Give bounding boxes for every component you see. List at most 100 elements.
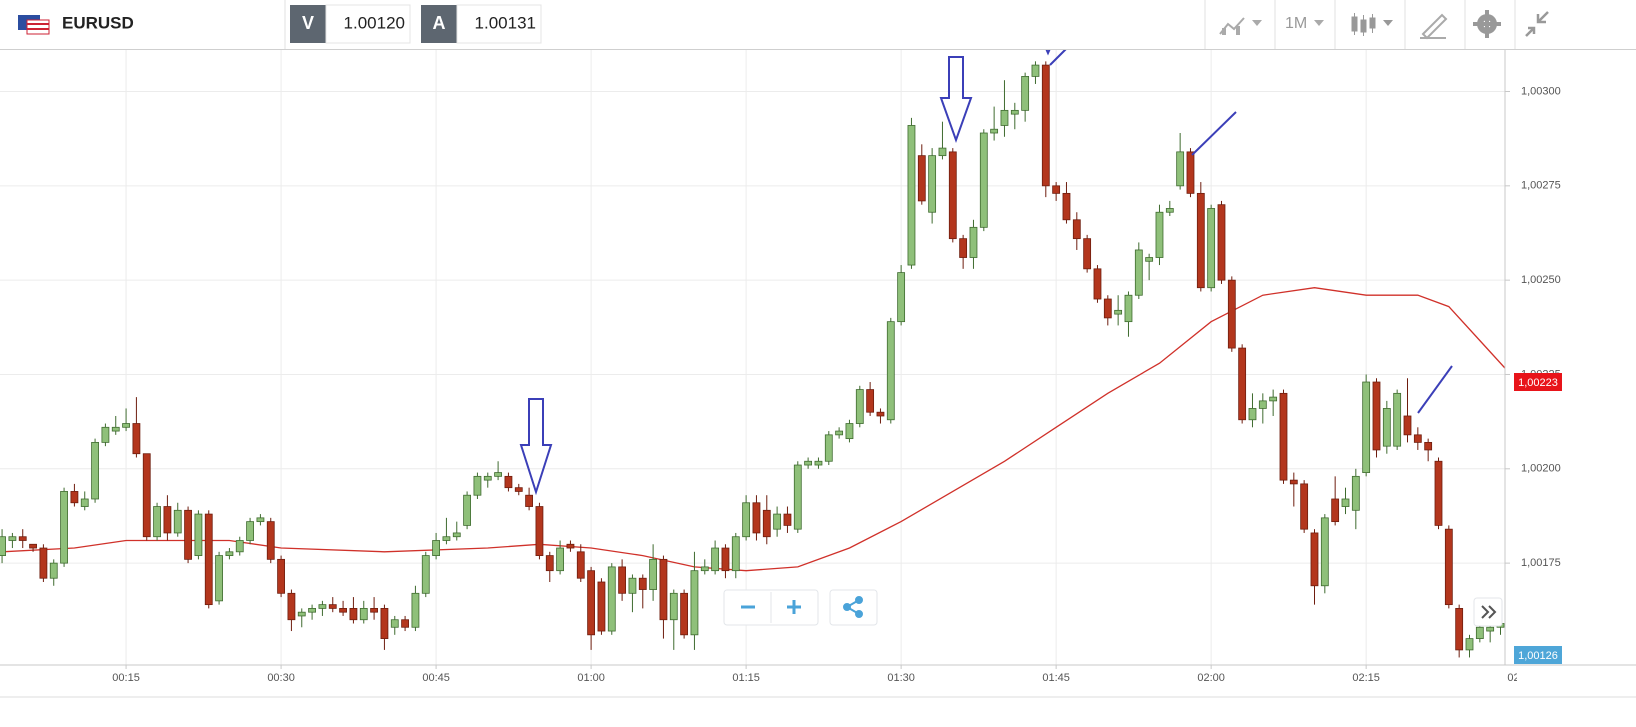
collapse-button[interactable]	[1525, 11, 1549, 37]
moving-average	[2, 287, 1505, 572]
candle-body	[452, 532, 461, 538]
trend-mark	[1191, 111, 1237, 156]
plot-area	[0, 61, 1505, 658]
candle-body	[990, 128, 999, 134]
price-tag-label: 1,00126	[1518, 650, 1558, 662]
x-tick-label: 01:00	[577, 672, 605, 684]
candle-body	[432, 540, 440, 556]
zoom-in[interactable]	[787, 600, 801, 614]
candle-body	[1238, 347, 1247, 421]
trend-mark	[1417, 365, 1453, 414]
y-tick-label: 1,00275	[1521, 180, 1561, 192]
candle-body	[1186, 151, 1195, 194]
candle-body	[773, 513, 782, 530]
candle-body	[1165, 208, 1174, 213]
share-icon	[843, 596, 863, 618]
candle-body	[690, 570, 699, 636]
candle-body	[1248, 408, 1257, 421]
candle-body	[1372, 381, 1381, 451]
candle-body	[380, 608, 389, 639]
candle-body	[959, 238, 968, 258]
candle-body	[132, 423, 141, 455]
ask-label: A	[433, 13, 446, 33]
candle-body	[1176, 151, 1185, 187]
timeframe[interactable]: 1M	[1285, 15, 1307, 32]
candle-body	[421, 555, 430, 594]
candle-body	[18, 536, 27, 541]
candle-body	[1145, 257, 1154, 262]
candle-body	[866, 389, 875, 413]
candle-body	[638, 577, 647, 590]
bid-box[interactable]	[325, 4, 411, 44]
bid-badge[interactable]	[290, 5, 326, 43]
dropdown-caret	[1314, 20, 1324, 26]
zoom-controls	[723, 589, 1503, 627]
candle-body	[246, 521, 254, 541]
candle-body	[721, 547, 730, 572]
candle-body	[318, 604, 327, 609]
candle-body	[597, 581, 606, 632]
candle-body	[814, 460, 823, 466]
candle-body	[535, 506, 544, 556]
ask-badge[interactable]	[421, 5, 457, 43]
candle-body	[163, 506, 172, 534]
candle-body	[1310, 532, 1319, 587]
candle-body	[494, 472, 502, 477]
x-tick-label: 01:30	[887, 672, 915, 684]
candle-body	[659, 558, 668, 621]
candle-body	[1196, 192, 1205, 289]
candle-body	[1062, 192, 1071, 221]
candle-body	[173, 509, 182, 534]
candle-body	[855, 389, 864, 424]
candle-style-button[interactable]	[1351, 13, 1393, 36]
candle-body	[8, 536, 17, 541]
candle-body	[1434, 460, 1443, 526]
price-tag	[1514, 373, 1562, 391]
candle-body	[1331, 498, 1340, 523]
toolbar: EURUSD V 1.00120 A 1.00131 1M	[0, 0, 1636, 50]
down-arrow	[939, 56, 973, 143]
candle-body	[897, 272, 906, 323]
candle-body	[1475, 626, 1484, 639]
candle-body	[1207, 208, 1216, 289]
candle-body	[1041, 64, 1050, 187]
candle-body	[235, 540, 244, 553]
ask-box[interactable]	[456, 4, 542, 44]
price-tags: 1,00223 1,00126	[1514, 373, 1562, 664]
draw-tool-button[interactable]	[1420, 13, 1448, 40]
candle-body	[504, 475, 513, 489]
candle-body	[1486, 626, 1495, 632]
candle-body	[91, 441, 99, 500]
candle-body	[142, 453, 151, 538]
bid-price: 1.00120	[344, 13, 405, 32]
symbol[interactable]: EURUSD	[62, 13, 134, 32]
candle-body	[308, 608, 316, 613]
price-tag-label: 1,00223	[1518, 377, 1558, 389]
share-button[interactable]	[829, 589, 878, 626]
candle-body	[1269, 396, 1278, 402]
candle-body	[370, 608, 378, 613]
candle-body	[1300, 483, 1309, 530]
x-tick-label: 02:00	[1197, 672, 1225, 684]
candle-body	[969, 226, 978, 258]
y-tick-label: 1,00200	[1521, 463, 1561, 475]
candle-body	[1279, 392, 1288, 481]
candle-body	[742, 502, 751, 538]
candle-body	[390, 619, 399, 628]
candle-body	[669, 592, 678, 621]
candle-body	[804, 460, 813, 466]
candle-body	[752, 502, 761, 534]
chart-type-button[interactable]	[1219, 17, 1262, 35]
candle-body	[824, 434, 833, 462]
candle-body	[1124, 294, 1133, 323]
candle-body	[576, 551, 585, 579]
candle-body	[277, 558, 285, 594]
candle-body	[49, 562, 58, 579]
x-tick-label: 01:45	[1042, 672, 1070, 684]
candle-body	[907, 125, 916, 266]
settings-button[interactable]	[1473, 10, 1501, 38]
x-tick-label: 01:15	[732, 672, 760, 684]
candle-body	[1083, 238, 1092, 270]
